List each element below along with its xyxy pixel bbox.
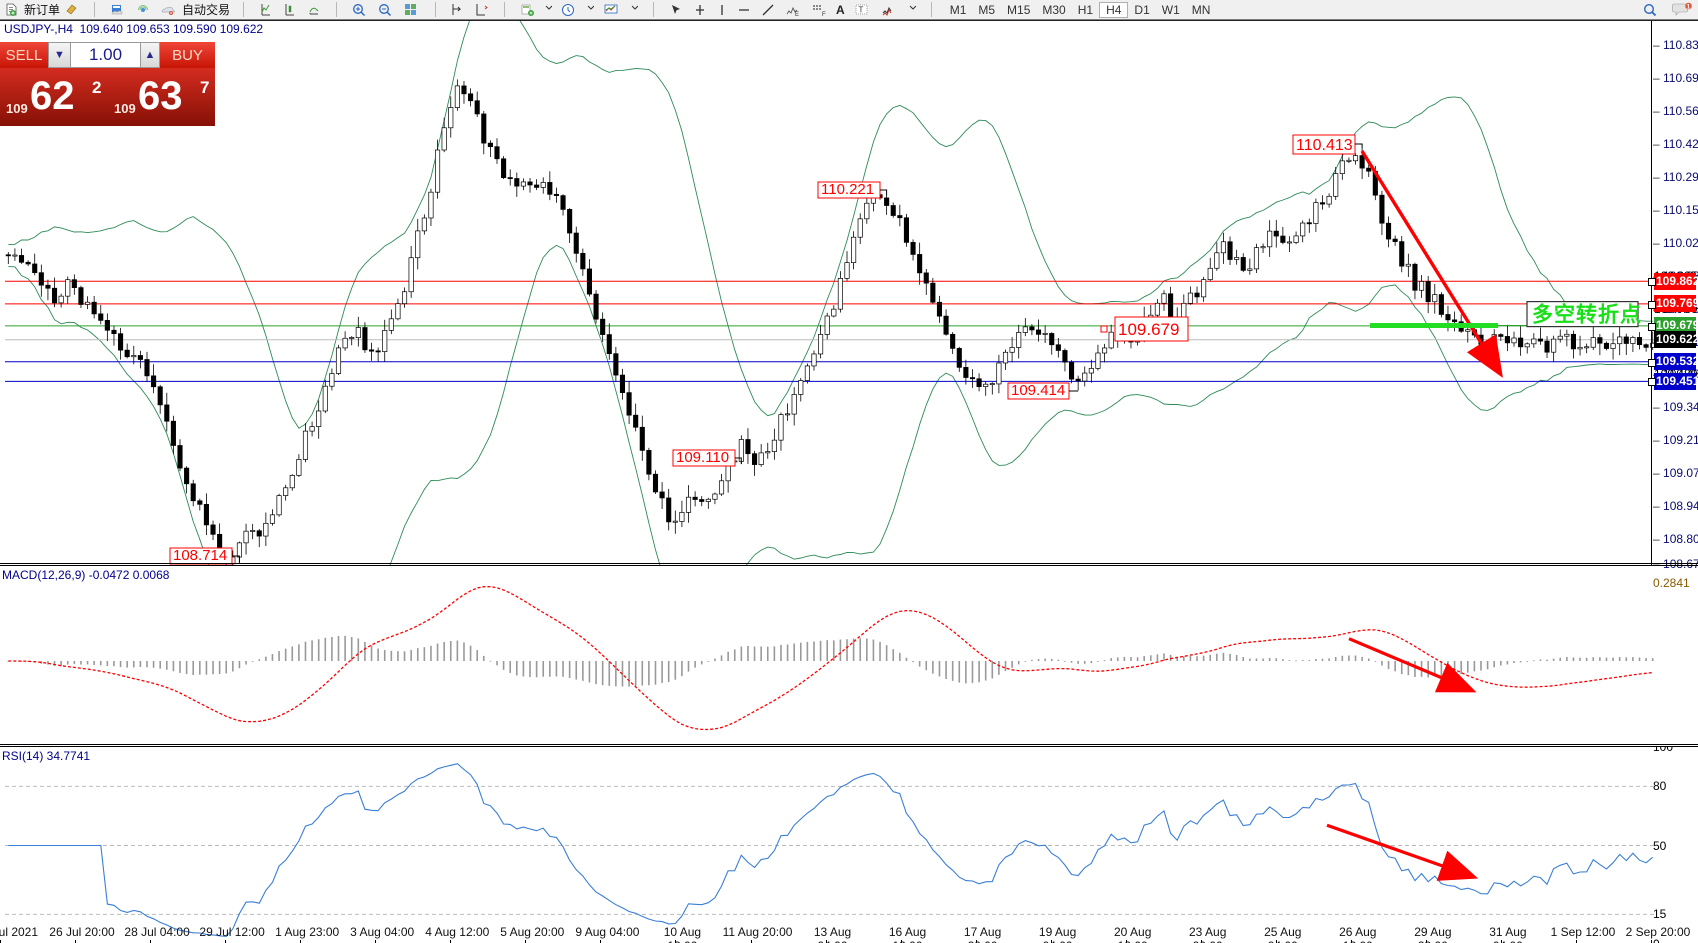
svg-text:E: E bbox=[795, 12, 799, 17]
svg-text:F: F bbox=[822, 12, 826, 17]
svg-text:T: T bbox=[858, 5, 863, 14]
